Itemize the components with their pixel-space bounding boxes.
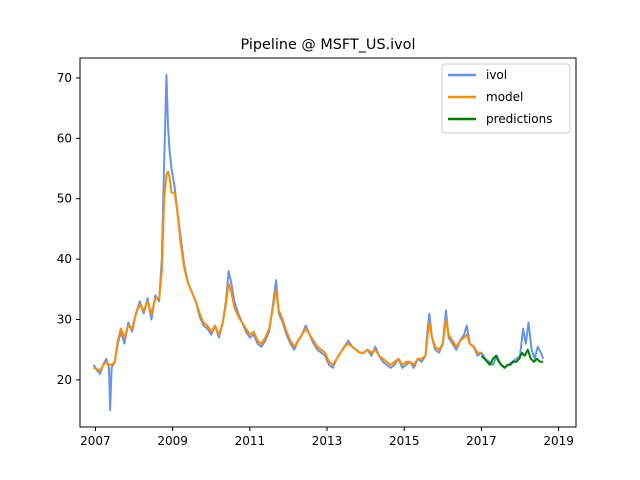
- legend-label-ivol: ivol: [486, 68, 507, 82]
- series-line-predictions: [480, 348, 544, 369]
- y-tick-label: 50: [57, 192, 72, 206]
- x-axis: 2007 2009 2011 2013 2015 2017 2019: [80, 427, 574, 448]
- legend-label-model: model: [486, 90, 523, 104]
- y-axis: 20 30 40 50 60 70: [57, 71, 80, 387]
- y-tick-label: 30: [57, 313, 72, 327]
- legend: ivol model predictions: [441, 63, 571, 134]
- y-tick-label: 40: [57, 252, 72, 266]
- plot-frame: [79, 57, 577, 428]
- chart-title: Pipeline @ MSFT_US.ivol: [241, 37, 416, 53]
- legend-box: [441, 63, 571, 134]
- x-tick-label: 2011: [235, 434, 266, 448]
- x-tick-label: 2017: [466, 434, 497, 448]
- y-tick-label: 20: [57, 373, 72, 387]
- series-lines: [92, 73, 545, 412]
- legend-label-predictions: predictions: [486, 112, 552, 126]
- x-tick-label: 2007: [80, 434, 111, 448]
- y-tick-label: 70: [57, 71, 72, 85]
- x-tick-label: 2009: [157, 434, 188, 448]
- y-tick-label: 60: [57, 131, 72, 145]
- x-tick-label: 2013: [312, 434, 343, 448]
- x-tick-label: 2019: [543, 434, 574, 448]
- x-tick-label: 2015: [389, 434, 420, 448]
- series-line-model: [93, 170, 482, 372]
